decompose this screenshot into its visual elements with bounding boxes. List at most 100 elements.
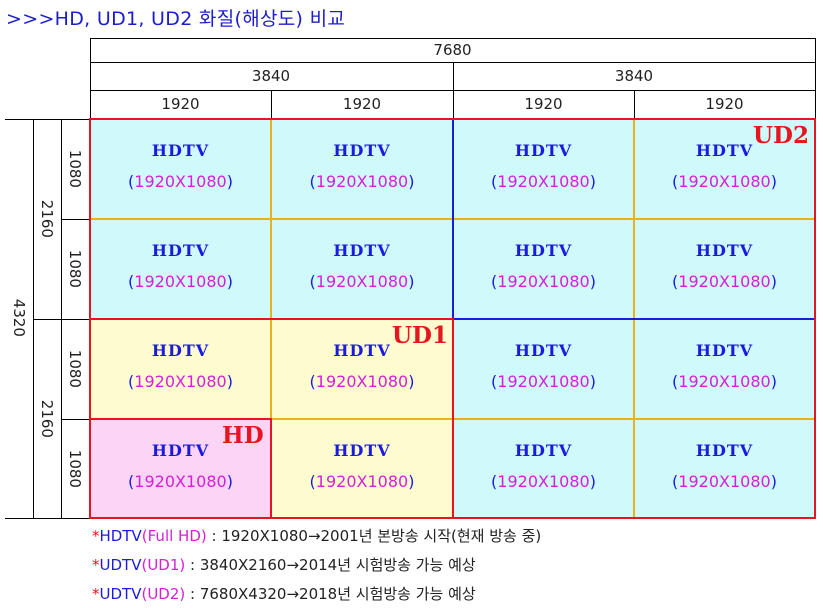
- cell-paren-close: ): [770, 172, 777, 191]
- header-line-2: [90, 90, 815, 91]
- header-vline-right: [815, 38, 816, 119]
- page-title: >>>HD, UD1, UD2 화질(해상도) 비교: [6, 8, 346, 30]
- grid-cell: HDTV (1920X1080): [634, 419, 815, 518]
- cell-paren-open: (: [309, 472, 316, 491]
- cell-resolution: (1920X1080): [634, 472, 815, 491]
- cell-resolution: (1920X1080): [634, 172, 815, 191]
- cell-paren-open: (: [128, 272, 135, 291]
- frame-ud2-bottom: [89, 517, 816, 519]
- cell-name: HDTV: [514, 441, 573, 460]
- cell-res-value: 1920X1080: [497, 472, 590, 491]
- grid-cell: HDTV (1920X1080): [453, 419, 634, 518]
- rowhdr-line-bottom: [5, 518, 90, 519]
- cell-res-value: 1920X1080: [497, 372, 590, 391]
- grid-cell: HDTV (1920X1080): [453, 319, 634, 419]
- grid-cell: HDTV (1920X1080): [271, 319, 453, 419]
- frame-ud1-right: [452, 318, 454, 518]
- rowhdr-line-top: [5, 119, 90, 120]
- legend-key: UDTV: [99, 556, 142, 574]
- legend-text: : 3840X2160→2014년 시험방송 가능 예상: [185, 556, 476, 574]
- row-label-2160: 2160: [37, 399, 56, 438]
- cell-res-value: 1920X1080: [678, 172, 771, 191]
- rowhdr-line-q1: [61, 219, 90, 220]
- cell-paren-open: (: [672, 472, 679, 491]
- cell-resolution: (1920X1080): [90, 272, 271, 291]
- cell-paren-close: ): [408, 172, 415, 191]
- cell-name: HDTV: [333, 341, 391, 360]
- cell-paren-open: (: [491, 372, 498, 391]
- legend-star: *: [92, 585, 100, 603]
- cell-name: HDTV: [151, 441, 210, 460]
- cell-paren-close: ): [770, 472, 777, 491]
- cell-paren-close: ): [589, 372, 596, 391]
- cell-paren-open: (: [309, 172, 316, 191]
- cell-paren-close: ): [226, 372, 233, 391]
- cell-paren-open: (: [491, 472, 498, 491]
- cell-paren-open: (: [491, 272, 498, 291]
- header-line-top: [90, 38, 815, 39]
- cell-res-value: 1920X1080: [134, 372, 227, 391]
- rowhdr-vline-1: [33, 119, 34, 518]
- row-label-2160: 2160: [37, 199, 56, 238]
- header-vline-left: [90, 38, 91, 119]
- legend-key: HDTV: [99, 527, 142, 545]
- legend-inner: UD1: [147, 556, 180, 574]
- cell-paren-open: (: [672, 172, 679, 191]
- cell-paren-close: ): [589, 272, 596, 291]
- cell-name: HDTV: [151, 241, 210, 260]
- cell-paren-close: ): [770, 272, 777, 291]
- cell-resolution: (1920X1080): [453, 172, 634, 191]
- grid-line-gold-h: [453, 418, 815, 420]
- cell-res-value: 1920X1080: [678, 472, 771, 491]
- tag-ud1: UD1: [392, 322, 449, 349]
- frame-ud2-right: [814, 118, 816, 519]
- cell-name: HDTV: [333, 241, 391, 260]
- cell-name: HDTV: [151, 141, 210, 160]
- cell-resolution: (1920X1080): [453, 272, 634, 291]
- grid-cell: HDTV (1920X1080): [453, 119, 634, 219]
- cell-resolution: (1920X1080): [634, 372, 815, 391]
- grid-cell: HDTV (1920X1080): [453, 219, 634, 319]
- cell-res-value: 1920X1080: [315, 172, 409, 191]
- cell-name: HDTV: [514, 141, 573, 160]
- cell-name: HDTV: [333, 141, 391, 160]
- legend-star: *: [92, 556, 100, 574]
- cell-paren-close: ): [226, 172, 233, 191]
- cell-name: HDTV: [695, 441, 754, 460]
- col-label-3840: 3840: [251, 67, 291, 85]
- grid-cell: HDTV (1920X1080): [90, 419, 271, 518]
- legend-key: UDTV: [99, 585, 142, 603]
- cell-name: HDTV: [695, 141, 754, 160]
- legend-paren-open: (: [141, 585, 148, 603]
- cell-res-value: 1920X1080: [678, 372, 771, 391]
- cell-name: HDTV: [514, 341, 573, 360]
- cell-resolution: (1920X1080): [271, 172, 453, 191]
- row-label-1080: 1080: [65, 149, 84, 188]
- cell-res-value: 1920X1080: [134, 172, 227, 191]
- grid-cell: HDTV (1920X1080): [271, 219, 453, 319]
- header-vline-mid: [453, 62, 454, 119]
- cell-paren-open: (: [672, 372, 679, 391]
- legend-paren-close: ): [200, 527, 207, 545]
- cell-name: HDTV: [695, 241, 754, 260]
- cell-resolution: (1920X1080): [271, 372, 453, 391]
- cell-paren-open: (: [672, 272, 679, 291]
- row-label-1080: 1080: [65, 449, 84, 488]
- cell-res-value: 1920X1080: [315, 472, 409, 491]
- row-label-1080: 1080: [65, 349, 84, 388]
- cell-res-value: 1920X1080: [497, 272, 590, 291]
- rowhdr-line-q3: [61, 419, 90, 420]
- cell-paren-open: (: [309, 272, 316, 291]
- cell-paren-close: ): [408, 472, 415, 491]
- grid-cell: HDTV (1920X1080): [90, 319, 271, 419]
- frame-ud1-top: [89, 318, 453, 320]
- cell-res-value: 1920X1080: [315, 372, 409, 391]
- legend-paren-open: (: [141, 527, 148, 545]
- cell-resolution: (1920X1080): [634, 272, 815, 291]
- cell-paren-open: (: [128, 172, 135, 191]
- grid-cell: HDTV (1920X1080): [271, 119, 453, 219]
- rowhdr-vline-2: [61, 119, 62, 518]
- col-label-1920: 1920: [342, 95, 382, 113]
- legend-text: : 1920X1080→2001년 본방송 시작(현재 방송 중): [206, 527, 542, 545]
- cell-paren-close: ): [589, 472, 596, 491]
